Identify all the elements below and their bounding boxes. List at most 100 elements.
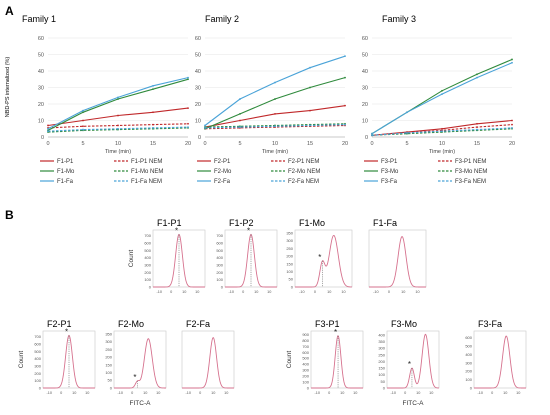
y-tick-label: 900 [302,332,309,337]
panel-a-label: A [5,4,14,18]
histogram-f2-mo: F2-Mo 0 50 100 150 200 250 300 350 -10 0 10 10 FITC-A… [105,319,167,407]
data-point [511,119,513,122]
data-point [152,123,154,126]
y-tick-label: 200 [302,374,309,379]
histogram-frame [181,330,235,389]
y-tick-label: 100 [144,277,151,282]
x-axis-label: Time (min) [429,149,455,155]
legend-label-f1-mo-nem: F1-Mo NEM [131,169,163,175]
y-tick-label: 250 [105,347,112,352]
data-point [344,104,346,107]
x-tick-label: 10 [224,391,228,395]
peak-marker-asterisk: * [408,360,411,369]
y-axis-label: Count [18,351,25,369]
y-tick-label: 400 [302,362,309,367]
y-tick-label: 150 [378,366,385,371]
legend-label-f3-fa-nem: F3-Fa NEM [455,179,486,185]
y-tick-label: 400 [144,255,151,260]
x-tick-label: 20 [342,141,348,147]
data-point [187,126,189,128]
x-tick-label: 10 [272,141,278,147]
y-tick-label: 150 [105,362,112,367]
y-tick-label: 300 [105,339,112,344]
x-tick-label: 0 [328,391,330,395]
y-tick-label: 350 [286,230,293,235]
chart-title: Family 2 [205,14,239,24]
y-tick-label: 200 [465,369,472,374]
series-line-f2-mo [204,77,346,130]
legend-label-f2-mo: F2-Mo [214,169,232,175]
y-tick-label: 100 [216,277,223,282]
y-tick-label: 0 [39,385,42,390]
x-tick-label: 0 [388,290,390,294]
data-point [476,128,478,131]
x-axis-label: Time (min) [105,149,131,155]
y-tick-label: 500 [34,349,41,354]
data-point [82,111,84,114]
data-point [239,113,241,115]
y-tick-label: 500 [144,248,151,253]
histogram-title: F1-P2 [229,218,254,228]
histogram-curve [43,334,95,389]
x-tick-label: 10 [267,290,271,294]
histogram-curve [225,233,277,288]
legend-label-f3-mo-nem: F3-Mo NEM [455,169,487,175]
series-line-f1-p1 [47,107,189,127]
data-point [187,78,189,81]
y-tick-label: 20 [38,102,44,108]
chart-title: Family 1 [22,14,56,24]
x-tick-label: 10 [429,391,433,395]
series-line-f3-fa [371,62,513,135]
data-point [476,126,478,128]
histogram-title: F3-P1 [315,319,340,329]
y-tick-label: 300 [465,360,472,365]
y-tick-label: 600 [144,241,151,246]
y-tick-label: 500 [302,356,309,361]
data-point [187,122,189,125]
data-point [47,130,49,133]
data-point [239,98,241,100]
x-tick-label: 10 [143,391,147,395]
data-point [239,119,241,122]
data-point [441,93,443,95]
x-tick-label: 0 [370,141,373,147]
x-tick-label: 10 [340,391,344,395]
data-point [371,134,373,137]
legend-label-f3-p1-nem: F3-P1 NEM [455,159,486,165]
y-tick-label: 400 [465,352,472,357]
data-point [344,76,346,79]
peak-marker-asterisk: * [318,253,321,262]
panel-a-ylabel: NBD-PS internalized (%) [5,57,11,118]
x-tick-label: 10 [353,391,357,395]
legend-label-f1-p1-nem: F1-P1 NEM [131,159,162,165]
y-tick-label: 0 [198,135,201,141]
peak-marker-asterisk: * [65,327,68,336]
histogram-f1-fa: F1-Fa -10 0 10 10 [368,218,427,294]
y-tick-label: 100 [465,377,472,382]
histogram-title: F2-Fa [186,319,210,329]
peak-marker-asterisk: * [175,226,178,235]
x-tick-label: 20 [509,141,515,147]
histogram-title: F1-Mo [299,218,325,228]
histogram-curve [311,335,363,389]
y-tick-label: 0 [383,385,386,390]
x-tick-label: -10 [156,290,162,294]
y-tick-label: 800 [302,338,309,343]
x-tick-label: 0 [203,141,206,147]
legend-label-f2-mo-nem: F2-Mo NEM [288,169,320,175]
histogram-f2-fa: F2-Fa -10 0 10 10 [181,319,235,395]
chart-title: Family 3 [382,14,416,24]
histogram-f3-fa: F3-Fa 0 100 200 300 400 500 600 -10 0 10 10 [465,319,527,395]
histogram-title: F3-Mo [391,319,417,329]
x-tick-label: 5 [81,141,84,147]
y-tick-label: 50 [289,277,294,282]
x-tick-label: 10 [254,290,258,294]
y-tick-label: 300 [302,368,309,373]
x-tick-label: 10 [416,391,420,395]
y-tick-label: 10 [362,118,368,124]
y-tick-label: 200 [144,270,151,275]
y-tick-label: 0 [41,135,44,141]
y-tick-label: 300 [34,363,41,368]
data-point [309,86,311,89]
